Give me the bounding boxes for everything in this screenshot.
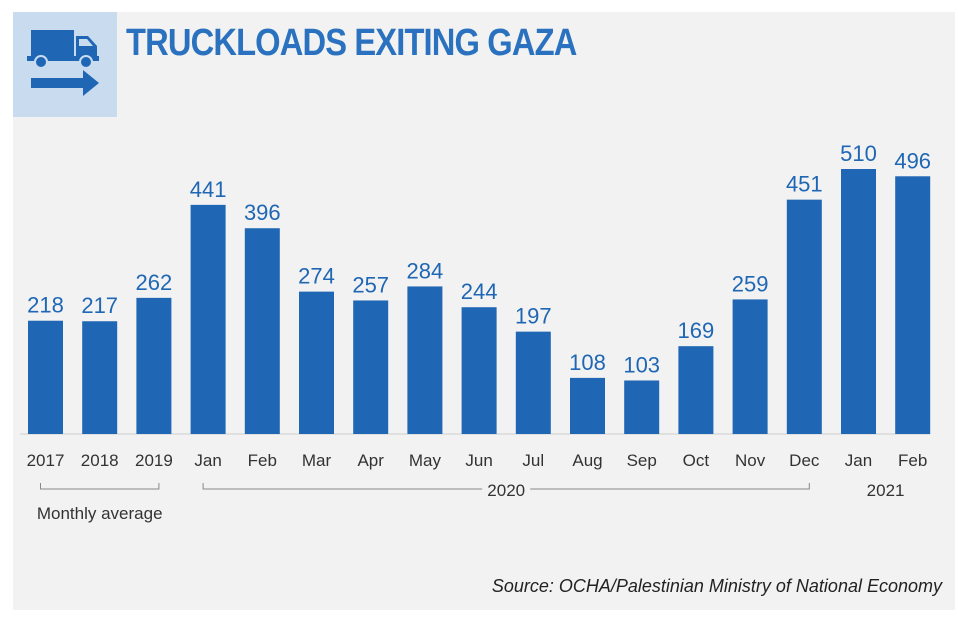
value-label: 441 (190, 177, 227, 202)
x-tick-label: Feb (898, 451, 927, 470)
value-label: 496 (894, 148, 931, 173)
value-label: 396 (244, 200, 281, 225)
value-label: 197 (515, 304, 552, 329)
group-label: 2021 (867, 481, 905, 500)
bar (570, 377, 605, 434)
x-tick-label: Mar (302, 451, 332, 470)
value-label: 510 (840, 141, 877, 166)
x-tick-label: Apr (357, 451, 384, 470)
value-label: 108 (569, 350, 606, 375)
bar (407, 286, 443, 434)
x-tick-label: May (409, 451, 442, 470)
group-label: 2020 (487, 481, 525, 500)
x-tick-label: Jan (845, 451, 872, 470)
x-tick-label: Oct (683, 451, 710, 470)
value-label: 451 (786, 172, 823, 197)
truck-icon-box (13, 12, 117, 117)
x-tick-label: Nov (735, 451, 766, 470)
bar (244, 228, 280, 434)
bar (28, 320, 63, 434)
bar (190, 204, 226, 434)
chart-title: TRUCKLOADS EXITING GAZA (126, 22, 577, 64)
group-label: Monthly average (37, 504, 163, 523)
group-bracket (40, 483, 160, 490)
x-tick-label: 2018 (81, 451, 119, 470)
bar (678, 346, 714, 434)
x-tick-label: Dec (789, 451, 820, 470)
bar (299, 291, 334, 434)
x-tick-label: Feb (248, 451, 277, 470)
bar (732, 299, 768, 434)
group-bracket (530, 483, 810, 490)
x-tick-label: 2017 (27, 451, 65, 470)
value-label: 284 (407, 258, 444, 283)
x-tick-label: Jun (465, 451, 492, 470)
value-label: 259 (732, 271, 769, 296)
bar (353, 300, 389, 434)
bar (461, 307, 497, 434)
bar (895, 176, 931, 434)
value-label: 218 (27, 293, 64, 318)
truck-arrow-icon (27, 30, 99, 96)
x-tick-label: Jan (194, 451, 221, 470)
group-bracket (202, 483, 483, 490)
bar (515, 331, 551, 434)
value-label: 169 (678, 318, 715, 343)
bar (786, 199, 822, 434)
bar (136, 297, 172, 434)
source-note: Source: OCHA/Palestinian Ministry of Nat… (491, 576, 942, 596)
value-label: 244 (461, 279, 498, 304)
value-label: 262 (136, 270, 173, 295)
x-tick-label: 2019 (135, 451, 173, 470)
bar (624, 380, 660, 434)
x-tick-label: Jul (522, 451, 544, 470)
value-label: 274 (298, 264, 335, 289)
value-label: 257 (352, 272, 389, 297)
bar (82, 321, 118, 434)
x-tick-label: Aug (572, 451, 602, 470)
x-tick-label: Sep (627, 451, 657, 470)
value-label: 103 (623, 352, 660, 377)
value-label: 217 (81, 293, 118, 318)
bar (841, 169, 876, 434)
